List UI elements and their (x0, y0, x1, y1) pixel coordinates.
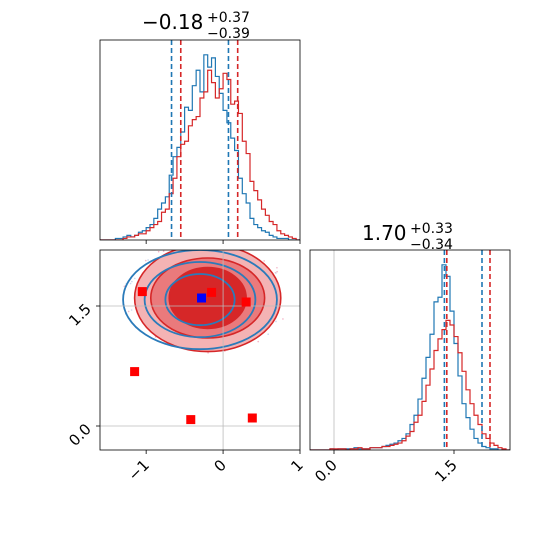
red-marker-0 (137, 287, 147, 297)
scatter-dot (147, 259, 149, 261)
hist-series-1 (310, 319, 510, 450)
red-marker-2 (186, 415, 196, 425)
tick-label-bl-x-0: −1 (125, 456, 153, 484)
title-bottom-right-minus: −0.34 (410, 237, 453, 253)
tick-label-br-x-0: 0.0 (311, 456, 341, 486)
blue-marker (197, 293, 207, 303)
tick-label-bl-x-2: 1 (287, 456, 306, 475)
title-top-left: −0.18 +0.37 −0.39 (142, 10, 250, 42)
title-bottom-right: 1.70 +0.33 −0.34 (362, 221, 453, 253)
scatter-dot (276, 266, 278, 269)
scatter-dot (207, 352, 209, 354)
scatter-dot (127, 310, 130, 313)
scatter-dot (275, 272, 277, 274)
tick-label-bl-x-1: 0 (210, 456, 229, 475)
frame-bottom-right (309, 249, 511, 451)
scatter-dot (196, 248, 198, 250)
title-top-left-plus: +0.37 (207, 10, 250, 26)
scatter-dot (189, 248, 191, 250)
scatter-dot (144, 259, 147, 262)
scatter-dot (245, 248, 247, 250)
red-marker-5 (241, 297, 251, 307)
scatter-dot (275, 320, 277, 323)
contour-blue-2 (164, 273, 236, 327)
hist-series-0 (100, 54, 300, 240)
scatter-dot (215, 246, 217, 248)
contour-blue-1 (143, 261, 257, 339)
hist-series-1 (100, 69, 300, 240)
panel-bottom-left-contour (100, 242, 300, 450)
tick-label-br-x-1: 1.5 (431, 456, 461, 486)
scatter-dot (282, 318, 284, 320)
scatter-dot (257, 340, 260, 343)
scatter-dot (267, 333, 269, 336)
scatter-dot (211, 244, 213, 246)
title-top-left-minus: −0.39 (207, 26, 250, 42)
red-marker-3 (247, 413, 257, 423)
scatter-dot (178, 246, 180, 248)
frame-bottom-left (99, 249, 301, 451)
scatter-dot (276, 270, 278, 273)
scatter-dot (263, 260, 265, 262)
scatter-dot (131, 280, 133, 283)
scatter-dot (130, 309, 133, 311)
red-marker-1 (130, 367, 140, 377)
title-top-left-value: −0.18 (142, 10, 203, 34)
scatter-dot (162, 250, 165, 252)
contour-blue-0 (122, 250, 278, 351)
scatter-dot (157, 250, 160, 253)
tick-label-bl-y-1: 1.5 (65, 300, 95, 330)
title-bottom-right-value: 1.70 (362, 221, 407, 245)
tick-label-bl-y-0: 0.0 (65, 420, 95, 450)
scatter-dot (129, 282, 132, 285)
scatter-dot (197, 242, 199, 244)
scatter-dot (134, 277, 136, 280)
title-bottom-right-plus: +0.33 (410, 221, 453, 237)
frame-top-left (99, 39, 301, 241)
hist-series-0 (310, 264, 510, 450)
red-marker-4 (207, 287, 217, 297)
panel-top-left-histogram (100, 40, 300, 240)
panel-bottom-right-histogram (310, 250, 510, 450)
